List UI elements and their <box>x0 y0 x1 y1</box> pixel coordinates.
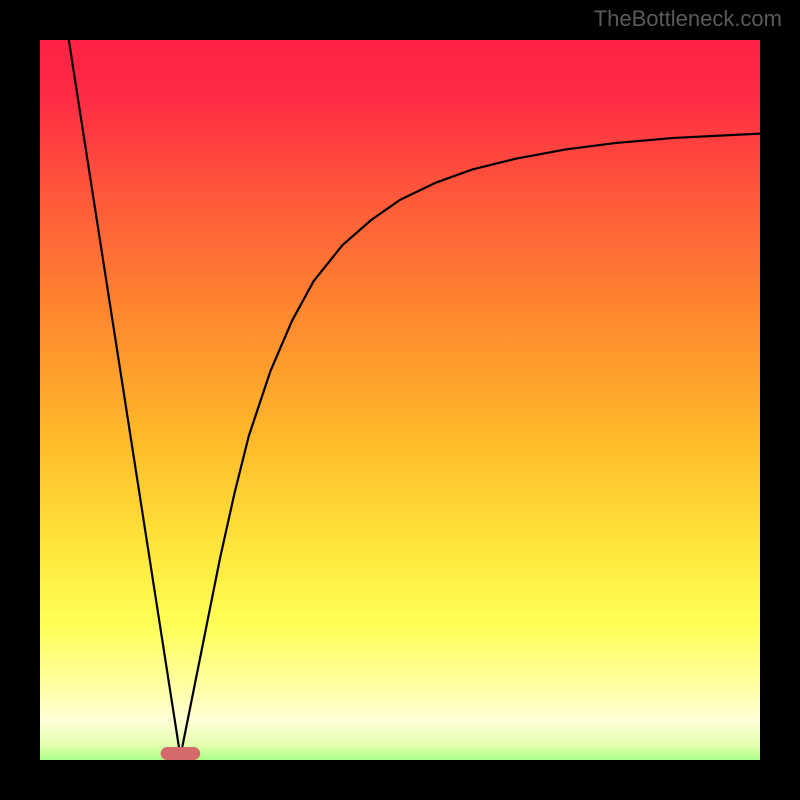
optimal-marker <box>161 747 201 760</box>
watermark: TheBottleneck.com <box>594 6 782 32</box>
bottleneck-chart <box>0 0 800 800</box>
chart-container: TheBottleneck.com <box>0 0 800 800</box>
gradient-background <box>0 0 800 800</box>
